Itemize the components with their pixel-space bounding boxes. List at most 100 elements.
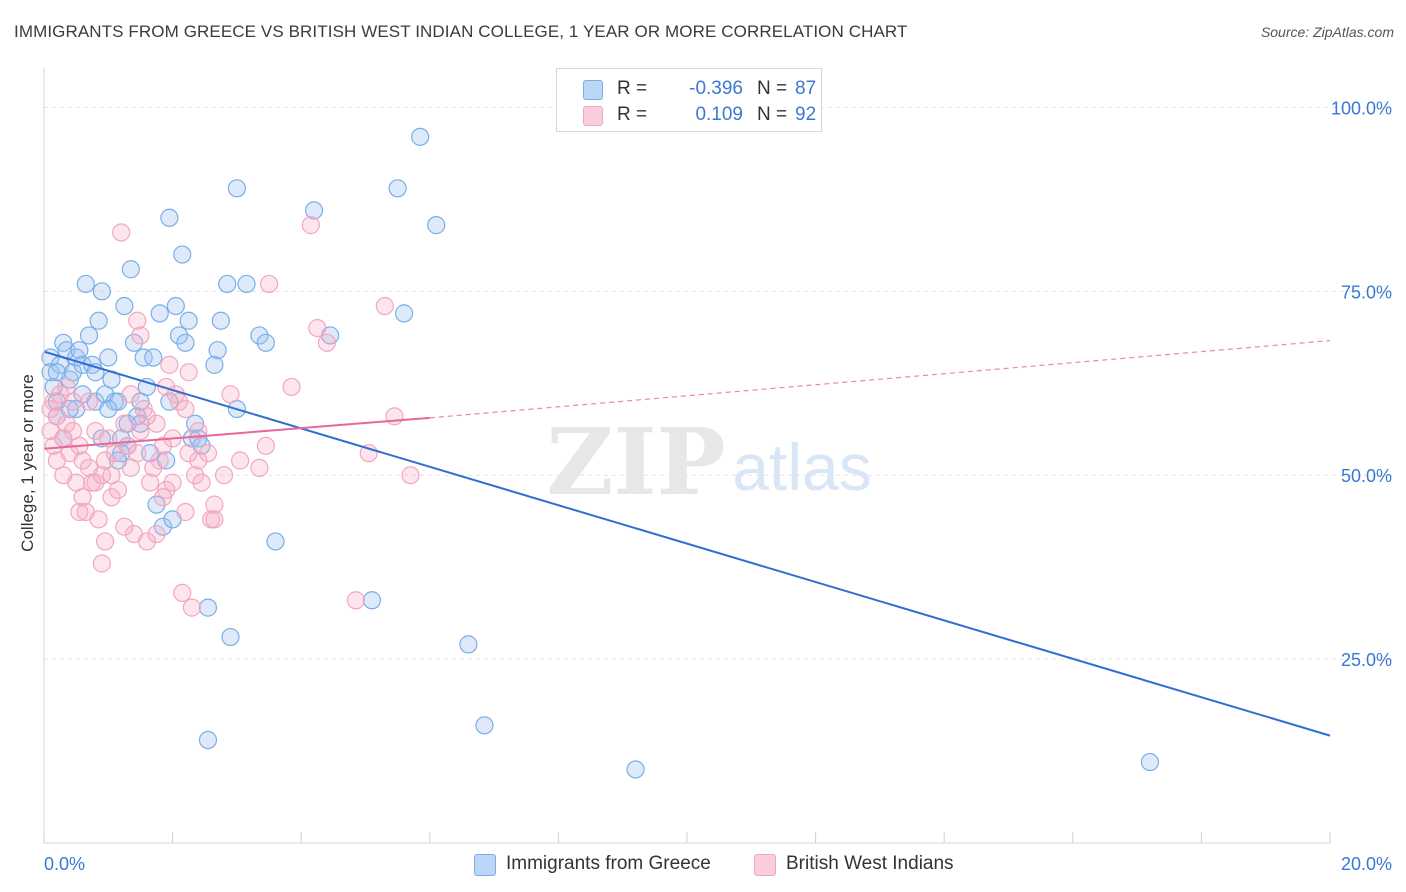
bwi-point bbox=[160, 355, 179, 374]
greece-point bbox=[427, 216, 446, 235]
bwi-point bbox=[317, 333, 337, 352]
greece-point bbox=[218, 274, 237, 294]
greece-point bbox=[124, 333, 144, 352]
bwi-trend-line bbox=[43, 416, 430, 450]
legend-swatch-bwi bbox=[583, 106, 603, 126]
bwi-point bbox=[86, 473, 105, 492]
bwi-point bbox=[250, 458, 269, 477]
greece-point bbox=[362, 591, 382, 610]
bwi-point bbox=[176, 399, 195, 419]
points-layer bbox=[41, 127, 1160, 779]
bwi-point bbox=[131, 326, 150, 345]
greece-point bbox=[266, 532, 285, 551]
bwi-point bbox=[173, 583, 192, 603]
bwi-point bbox=[256, 436, 275, 455]
bwi-point bbox=[73, 451, 92, 470]
greece-point bbox=[475, 716, 494, 735]
greece-point bbox=[73, 385, 92, 404]
bwi-point bbox=[259, 274, 279, 294]
bwi-point bbox=[147, 524, 166, 544]
greece-point bbox=[134, 348, 153, 367]
greece-point bbox=[227, 179, 246, 198]
bwi-point bbox=[79, 392, 99, 411]
greece-point bbox=[176, 333, 195, 352]
legend-n-label: N = bbox=[757, 104, 788, 125]
greece-point bbox=[626, 760, 645, 779]
bwi-point bbox=[205, 510, 224, 529]
bwi-point bbox=[179, 363, 198, 382]
bwi-trend-extension bbox=[429, 340, 1331, 419]
greece-point bbox=[388, 179, 407, 198]
legend-r-value: 0.109 bbox=[695, 104, 743, 125]
bottom-legend-swatch-bwi bbox=[754, 854, 776, 876]
greece-point bbox=[173, 245, 192, 264]
greece-point bbox=[121, 260, 140, 279]
bwi-point bbox=[308, 318, 327, 338]
source-credit: Source: ZipAtlas.com bbox=[1260, 24, 1394, 40]
bwi-point bbox=[137, 407, 156, 426]
bwi-point bbox=[221, 385, 240, 404]
x-tick-label: 0.0% bbox=[44, 854, 85, 874]
bwi-point bbox=[63, 421, 83, 441]
greece-point bbox=[198, 598, 218, 617]
bwi-point bbox=[121, 385, 140, 404]
watermark: ZIP atlas bbox=[546, 408, 871, 516]
greece-point bbox=[76, 274, 95, 294]
y-axis-label: College, 1 year or more bbox=[18, 374, 37, 552]
bwi-point bbox=[186, 466, 205, 485]
bwi-point bbox=[95, 532, 115, 551]
bwi-point bbox=[153, 436, 173, 455]
bwi-point bbox=[169, 392, 189, 411]
bwi-point bbox=[47, 407, 66, 426]
bwi-point bbox=[179, 444, 198, 463]
trend-layer bbox=[43, 340, 1331, 737]
legend-n-label: N = bbox=[757, 78, 788, 99]
greece-point bbox=[92, 429, 111, 448]
bwi-point bbox=[44, 392, 63, 411]
y-tick-label: 100.0% bbox=[1331, 98, 1392, 118]
greece-point bbox=[160, 392, 179, 411]
bwi-point bbox=[214, 466, 234, 485]
bwi-point bbox=[92, 466, 111, 485]
greece-point bbox=[250, 326, 269, 345]
greece-point bbox=[92, 282, 111, 301]
bwi-point bbox=[282, 377, 301, 397]
bottom-legend-label-bwi: British West Indians bbox=[786, 853, 954, 874]
y-tick-label: 50.0% bbox=[1341, 466, 1392, 486]
greece-point bbox=[208, 341, 227, 360]
watermark-zip: ZIP bbox=[546, 408, 725, 516]
bwi-point bbox=[95, 451, 115, 470]
bwi-point bbox=[70, 502, 89, 522]
bwi-point bbox=[163, 473, 182, 492]
bwi-point bbox=[140, 473, 160, 492]
y-tick-label: 75.0% bbox=[1341, 282, 1392, 302]
bwi-point bbox=[147, 414, 166, 433]
grid-layer bbox=[44, 106, 1392, 660]
bwi-point bbox=[57, 414, 76, 433]
legend-n-value: 87 bbox=[795, 78, 817, 99]
greece-point bbox=[166, 296, 185, 316]
bwi-point bbox=[137, 532, 156, 551]
bwi-point bbox=[144, 458, 163, 477]
greece-point bbox=[99, 399, 118, 419]
legend-swatch-greece bbox=[583, 80, 603, 100]
bottom-legend-swatch-greece bbox=[474, 854, 496, 876]
greece-point bbox=[211, 311, 230, 330]
bwi-point bbox=[128, 311, 147, 330]
greece-point bbox=[144, 348, 163, 367]
bwi-point bbox=[205, 495, 224, 514]
greece-point bbox=[44, 377, 63, 397]
bwi-point bbox=[346, 591, 365, 610]
greece-point bbox=[179, 311, 198, 330]
greece-point bbox=[411, 127, 430, 146]
bwi-point bbox=[176, 502, 195, 522]
greece-point bbox=[459, 635, 478, 654]
greece-point bbox=[41, 363, 60, 382]
greece-point bbox=[160, 208, 179, 227]
bottom-legend-label-greece: Immigrants from Greece bbox=[506, 853, 711, 874]
chart-title: IMMIGRANTS FROM GREECE VS BRITISH WEST I… bbox=[14, 22, 908, 41]
bwi-point bbox=[198, 444, 218, 463]
bwi-point bbox=[57, 377, 76, 397]
greece-point bbox=[89, 311, 108, 330]
bwi-point bbox=[150, 451, 169, 470]
